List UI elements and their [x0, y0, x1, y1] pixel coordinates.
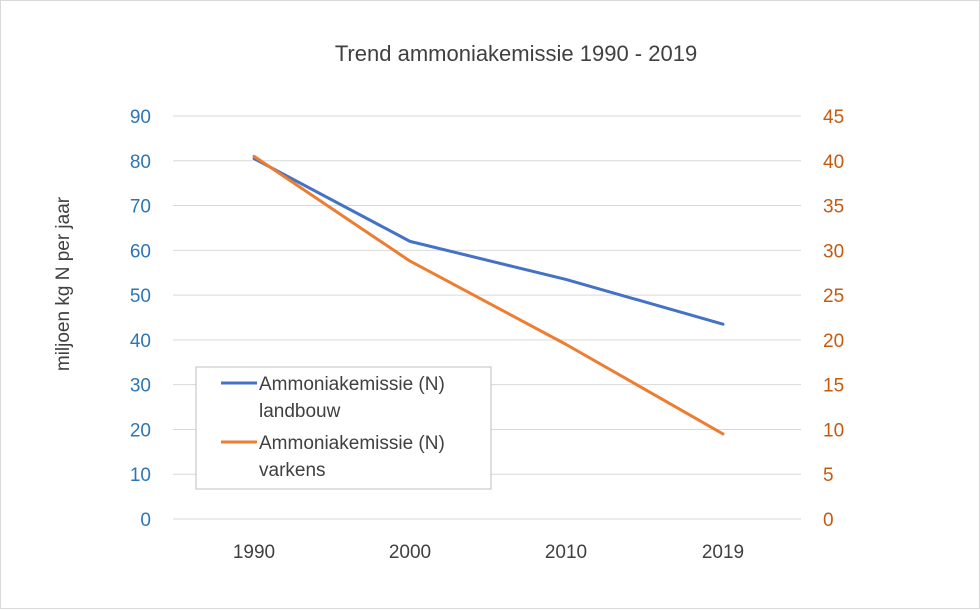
left-y-tick-label: 50: [130, 286, 151, 307]
left-y-tick-label: 20: [130, 420, 151, 441]
right-y-tick-label: 15: [823, 376, 844, 397]
right-y-tick-label: 5: [823, 465, 834, 486]
right-y-axis: 0 5 10 15 20 25 30 35 40 45: [823, 107, 844, 531]
right-y-tick-label: 45: [823, 107, 844, 128]
right-y-tick-label: 0: [823, 510, 834, 531]
legend-label-varkens-line2: varkens: [259, 460, 326, 481]
right-y-tick-label: 10: [823, 420, 844, 441]
left-y-tick-label: 10: [130, 465, 151, 486]
right-y-tick-label: 30: [823, 241, 844, 262]
legend-label-landbouw-line1: Ammoniakemissie (N): [259, 374, 445, 395]
right-y-tick-label: 25: [823, 286, 844, 307]
chart-title: Trend ammoniakemissie 1990 - 2019: [335, 41, 697, 66]
right-y-tick-label: 40: [823, 152, 844, 173]
left-y-tick-label: 40: [130, 331, 151, 352]
right-y-tick-label: 35: [823, 197, 844, 218]
left-y-tick-label: 70: [130, 197, 151, 218]
y-axis-label: miljoen kg N per jaar: [53, 196, 74, 371]
legend: Ammoniakemissie (N) landbouw Ammoniakemi…: [196, 367, 491, 489]
x-tick-label: 2010: [545, 542, 587, 563]
x-axis: 1990 2000 2010 2019: [233, 542, 744, 563]
left-y-tick-label: 30: [130, 376, 151, 397]
x-tick-label: 1990: [233, 542, 275, 563]
left-y-tick-label: 90: [130, 107, 151, 128]
legend-label-landbouw-line2: landbouw: [259, 401, 341, 422]
right-y-tick-label: 20: [823, 331, 844, 352]
left-y-tick-label: 0: [140, 510, 151, 531]
left-y-tick-label: 80: [130, 152, 151, 173]
x-tick-label: 2000: [389, 542, 431, 563]
left-y-axis: 0 10 20 30 40 50 60 70 80 90: [130, 107, 151, 531]
x-tick-label: 2019: [702, 542, 744, 563]
left-y-tick-label: 60: [130, 241, 151, 262]
legend-label-varkens-line1: Ammoniakemissie (N): [259, 433, 445, 454]
series-line-landbouw: [254, 159, 723, 325]
